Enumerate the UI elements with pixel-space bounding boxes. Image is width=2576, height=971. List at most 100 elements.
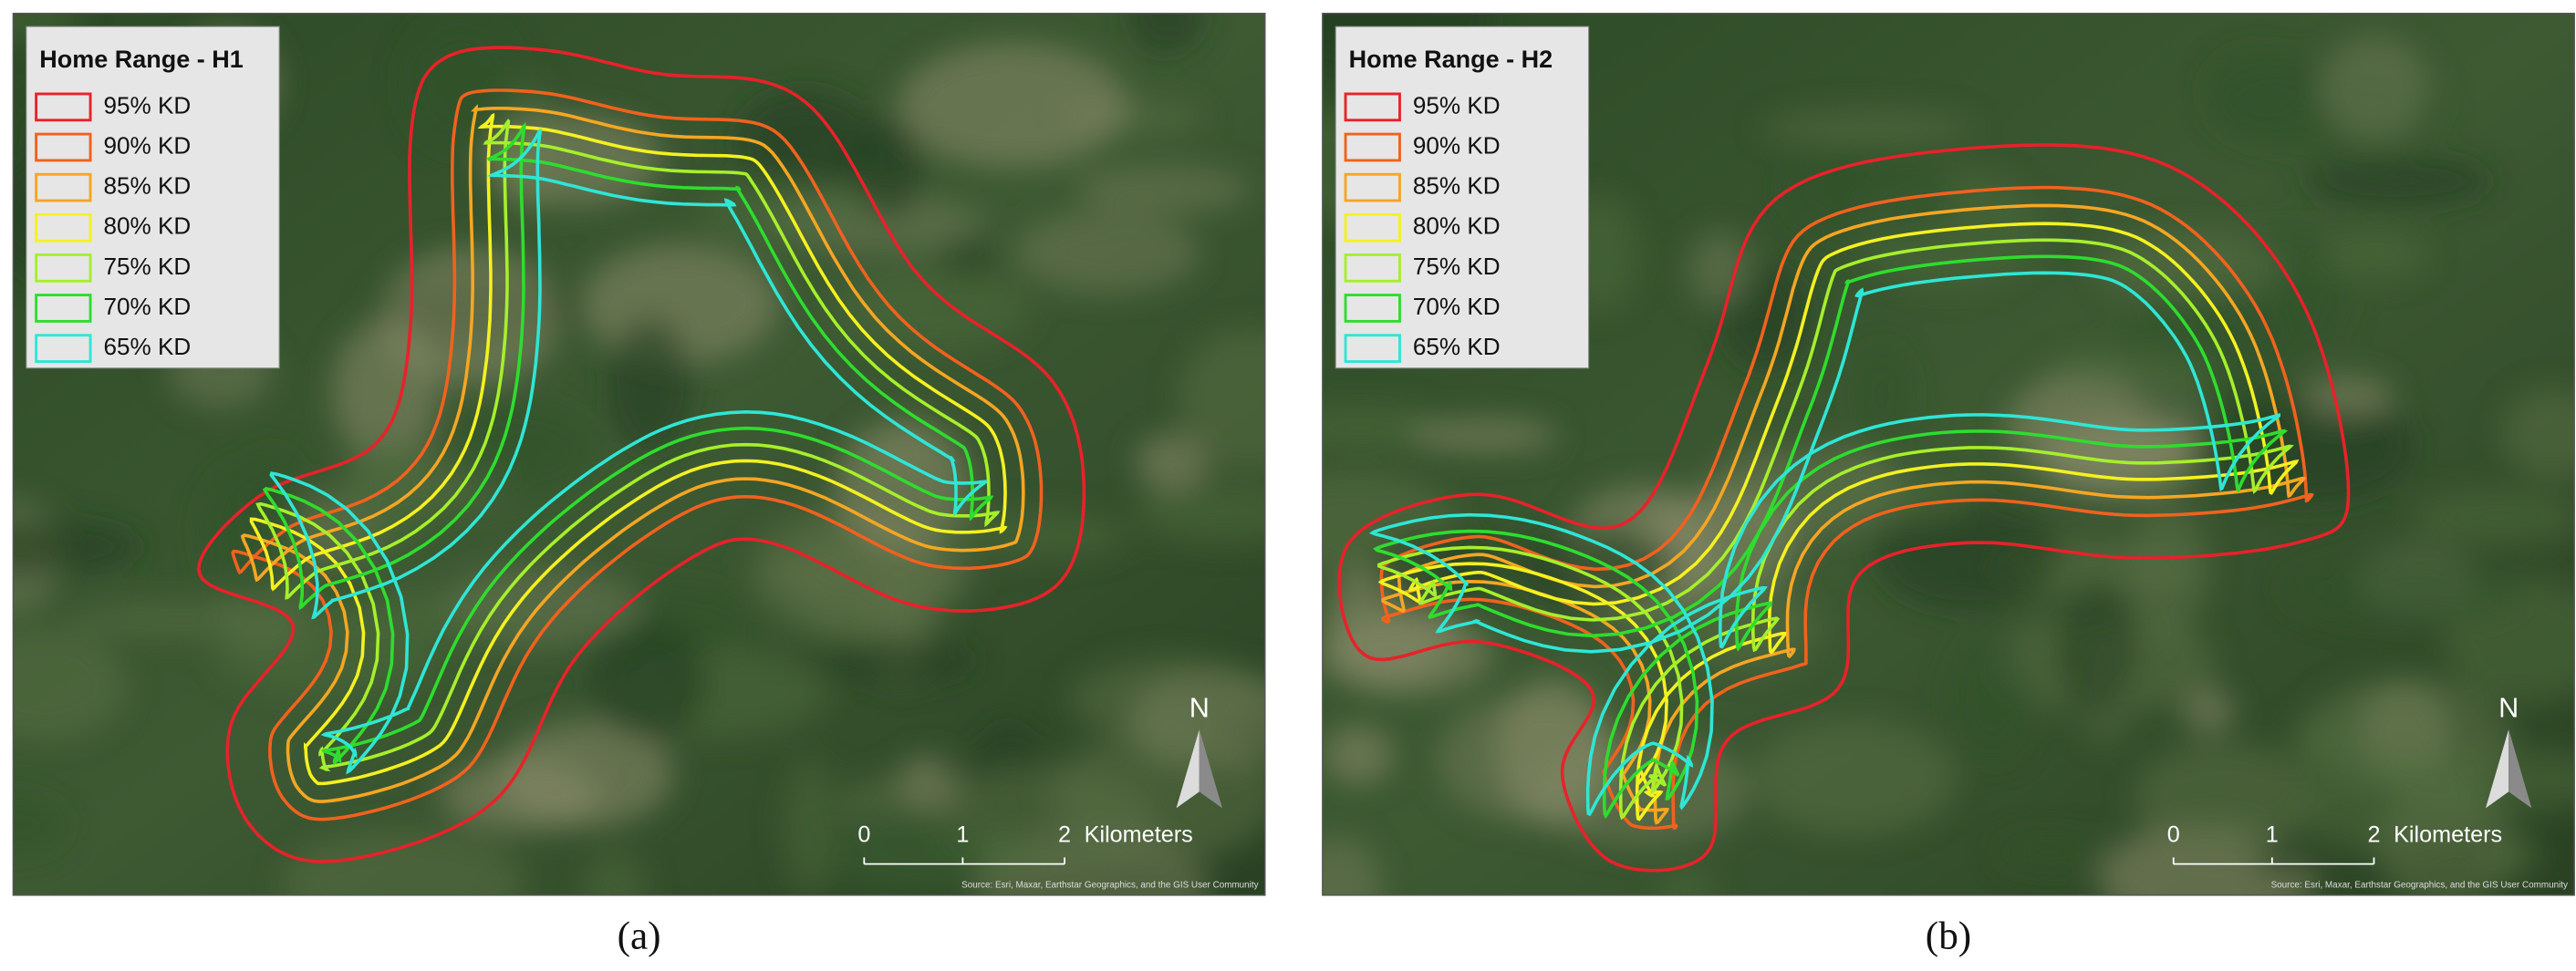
legend-swatch	[35, 132, 92, 162]
scale-label: 0	[2167, 822, 2180, 848]
kd-contour	[262, 121, 994, 766]
legend-label: 95% KD	[103, 91, 191, 119]
legend-box	[26, 26, 280, 369]
terrain-patch	[2361, 681, 2451, 780]
terrain-patch	[808, 637, 977, 683]
legend-swatch	[35, 172, 92, 202]
terrain-patch	[2195, 391, 2415, 504]
kd-contour	[269, 129, 988, 775]
north-arrow	[1199, 728, 1222, 809]
terrain-patch	[606, 315, 694, 454]
legend-swatch	[35, 212, 92, 243]
terrain-patch	[2128, 500, 2209, 641]
legend-label: 70% KD	[1413, 293, 1501, 320]
scale-label: 1	[2266, 822, 2279, 848]
terrain-patch	[1852, 346, 1911, 444]
terrain-patch	[280, 829, 526, 895]
terrain-patch	[13, 627, 129, 744]
terrain-patch	[482, 113, 663, 207]
legend-label: 70% KD	[103, 293, 191, 320]
terrain-patch	[784, 758, 837, 895]
terrain-patch	[1792, 477, 1973, 522]
terrain-patch	[1322, 403, 1440, 453]
terrain-patch	[2056, 582, 2137, 718]
legend-swatch	[1344, 212, 1401, 243]
terrain-patch	[2281, 554, 2524, 624]
terrain-patch	[1948, 635, 2035, 761]
legend-swatch	[35, 92, 92, 122]
terrain-patch	[1178, 328, 1265, 471]
satellite-imagery	[1322, 13, 2575, 895]
terrain-patch	[2320, 232, 2429, 279]
caption: (b)	[1926, 914, 1971, 957]
north-label: N	[2498, 692, 2519, 723]
terrain-patch	[449, 402, 597, 501]
kd-contour	[1381, 203, 2307, 825]
attribution: Source: Esri, Maxar, Earthstar Geographi…	[961, 881, 1258, 891]
legend-label: 75% KD	[1413, 253, 1501, 280]
map-frame	[1322, 12, 2575, 896]
terrain-patch	[1657, 868, 1715, 895]
legend-swatch	[35, 253, 92, 283]
legend-label: 90% KD	[1413, 131, 1501, 159]
scale-label: 1	[956, 822, 969, 848]
scale-label: 0	[857, 822, 870, 848]
terrain-patch	[1495, 678, 1612, 826]
terrain-patch	[1322, 724, 1394, 785]
legend-label: 65% KD	[1413, 333, 1501, 360]
terrain-patch	[829, 805, 987, 895]
legend-label: 85% KD	[1413, 172, 1501, 200]
north-arrow	[2485, 728, 2509, 809]
terrain-patch	[2320, 36, 2430, 140]
terrain-patch	[1995, 833, 2106, 871]
legend-swatch	[35, 334, 92, 363]
legend-label: 90% KD	[103, 131, 191, 159]
terrain-patch	[1751, 718, 1958, 836]
terrain-patch	[2133, 742, 2315, 854]
legend-label: 65% KD	[103, 333, 191, 360]
kd-contour	[1368, 271, 2280, 817]
legend-swatch	[1344, 92, 1401, 122]
legend-label: 75% KD	[103, 253, 191, 280]
kd-contour	[1376, 238, 2294, 821]
kd-contour	[231, 88, 1044, 821]
legend-swatch	[35, 294, 92, 323]
terrain-patch	[1408, 418, 1559, 453]
legend-box	[1335, 26, 1590, 369]
terrain-patch	[2047, 350, 2221, 390]
map-panel: Home Range - H2 95% KD 90% KD 85% KD 80% KD 7…	[1322, 12, 2575, 896]
legend-swatch	[1344, 294, 1401, 323]
terrain-patch	[2093, 230, 2283, 301]
terrain-patch	[1074, 165, 1252, 214]
legend-swatch	[1344, 253, 1401, 283]
terrain-patch	[342, 433, 432, 550]
terrain-patch	[1322, 835, 1382, 895]
terrain-patch	[1874, 499, 2060, 611]
terrain-patch	[2501, 387, 2575, 480]
legend-label: 80% KD	[1413, 212, 1501, 240]
legend-label: 85% KD	[103, 172, 191, 200]
scale-label: 2	[2367, 822, 2380, 848]
legend-title: Home Range - H2	[1349, 46, 1553, 73]
terrain-patch	[587, 621, 709, 741]
scale-unit: Kilometers	[2394, 822, 2502, 848]
satellite-imagery	[13, 13, 1265, 895]
legend-label: 80% KD	[103, 212, 191, 240]
terrain-patch	[1134, 480, 1265, 544]
terrain-patch	[13, 796, 67, 854]
kd-contour	[255, 119, 1001, 771]
kd-contour	[1337, 143, 2351, 873]
terrain-patch	[1636, 490, 1800, 596]
attribution: Source: Esri, Maxar, Earthstar Geographi…	[2271, 881, 2568, 891]
scale-label: 2	[1058, 822, 1071, 848]
legend-swatch	[1344, 334, 1401, 363]
kd-contour	[197, 46, 1086, 863]
terrain-patch	[2301, 155, 2493, 207]
legend-swatch	[1344, 132, 1401, 162]
terrain-patch	[2290, 714, 2348, 774]
terrain-patch	[734, 89, 875, 191]
terrain-patch	[325, 592, 548, 639]
terrain-patch	[582, 849, 648, 895]
terrain-patch	[2301, 376, 2394, 418]
